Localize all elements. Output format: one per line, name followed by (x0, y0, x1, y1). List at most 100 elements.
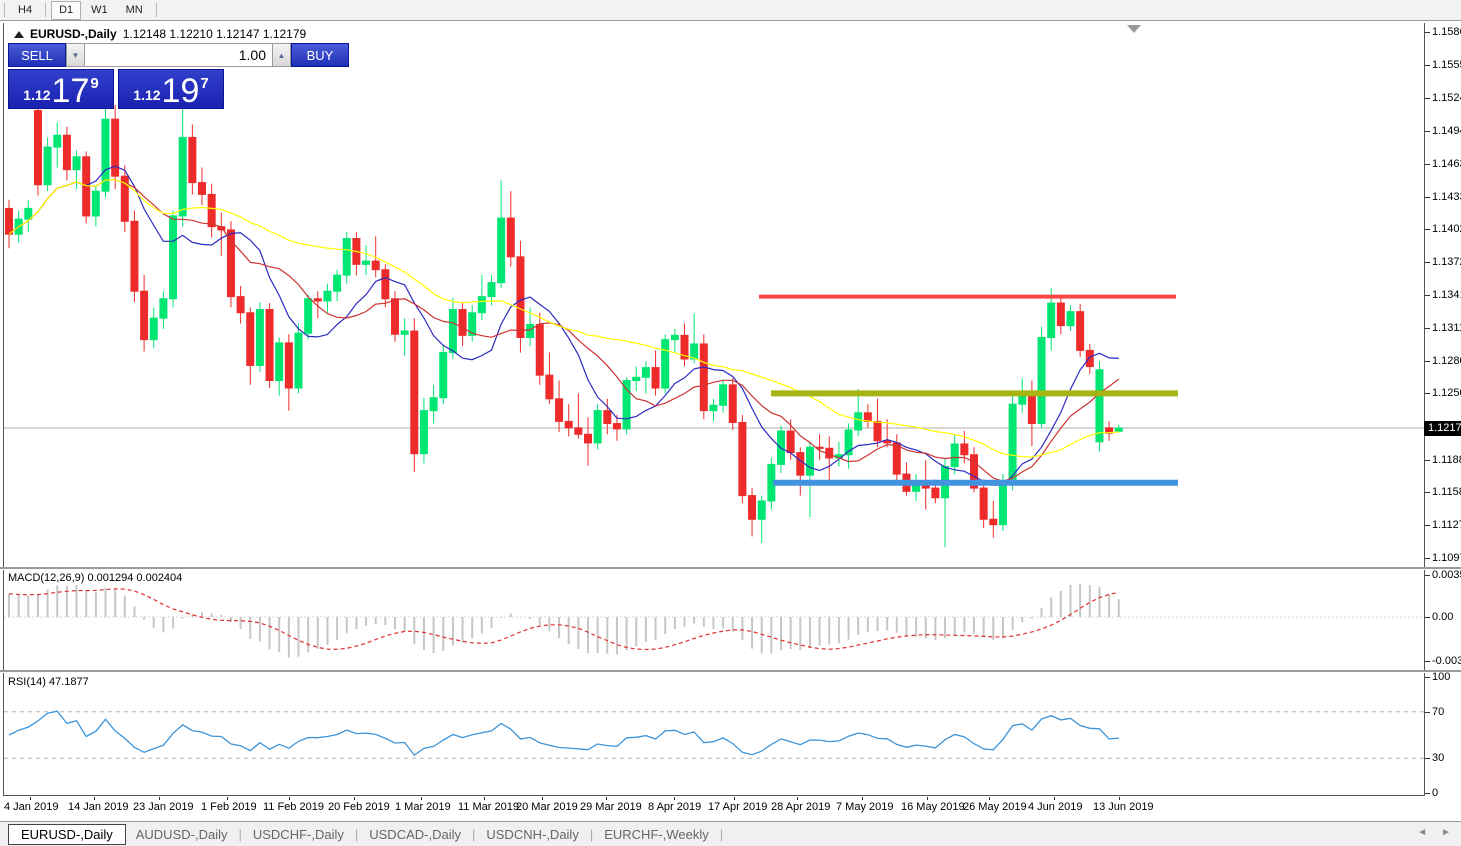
date-tick (734, 797, 735, 800)
date-tick (159, 797, 160, 800)
chart-tab-bar: EURUSD-,Daily AUDUSD-,Daily | USDCHF-,Daily… (0, 821, 1461, 846)
chart-tab-usdcnh[interactable]: USDCNH-,Daily (486, 827, 579, 842)
date-label: 4 Jan 2019 (4, 801, 59, 813)
price-axis-label-tick (1425, 164, 1430, 165)
date-tick (421, 797, 422, 800)
date-label: 16 May 2019 (901, 801, 965, 813)
chart-tab-usdcad[interactable]: USDCAD-,Daily (369, 827, 461, 842)
chart-tab-eurusd[interactable]: EURUSD-,Daily (8, 824, 126, 845)
chart-tab-eurchf[interactable]: EURCHF-,Weekly (604, 827, 709, 842)
ma-slow-line[interactable] (8, 179, 1119, 458)
date-label: 1 Feb 2019 (201, 801, 257, 813)
current-price-tag: 1.12179 (1424, 421, 1461, 436)
buy-price-pip: 7 (200, 75, 209, 92)
date-tick (1119, 797, 1120, 800)
price-axis-label-tick (1425, 65, 1430, 66)
price-axis-label-tick (1425, 229, 1430, 230)
macd-axis-label: -0.00367 (1432, 655, 1461, 667)
rsi-line (8, 710, 1119, 756)
buy-quote-panel[interactable]: 1.12 19 7 (118, 69, 224, 109)
price-axis-label: 1.14025 (1432, 223, 1461, 235)
date-tick (989, 797, 990, 800)
date-tick (354, 797, 355, 800)
date-tick (927, 797, 928, 800)
toolbar-separator (45, 3, 47, 17)
macd-axis-label-tick (1425, 661, 1430, 662)
sell-quote-panel[interactable]: 1.12 17 9 (8, 69, 114, 109)
buy-price-prefix: 1.12 (133, 87, 161, 103)
tab-separator: | (471, 827, 476, 842)
price-axis-label: 1.11885 (1432, 454, 1461, 466)
macd-axis-label: 0.003518 (1432, 569, 1461, 581)
date-label: 14 Jan 2019 (68, 801, 129, 813)
date-label: 29 Mar 2019 (580, 801, 642, 813)
macd-indicator-chart[interactable] (4, 569, 1424, 670)
tab-scroll-left-icon[interactable]: ◄ (1417, 827, 1428, 838)
price-axis-label: 1.11275 (1432, 519, 1461, 531)
ma-fast-line[interactable] (8, 165, 1119, 486)
chart-frame-bottom (3, 795, 1425, 796)
collapse-panel-icon[interactable] (14, 30, 24, 38)
date-label: 23 Jan 2019 (133, 801, 194, 813)
rsi-axis-label-tick (1425, 758, 1430, 759)
price-axis-label: 1.14940 (1432, 125, 1461, 137)
price-axis-label: 1.13110 (1432, 322, 1461, 334)
price-axis-label-tick (1425, 393, 1430, 394)
rsi-panel-divider[interactable] (0, 670, 1461, 673)
toolbar-separator (4, 3, 5, 17)
timeframe-button-h4[interactable]: H4 (18, 3, 33, 16)
timeframe-button-w1[interactable]: W1 (91, 3, 108, 16)
date-tick (30, 797, 31, 800)
chart-shift-marker-icon[interactable] (1127, 25, 1141, 33)
time-axis[interactable]: 4 Jan 2019 14 Jan 2019 23 Jan 2019 1 Feb 20… (3, 797, 1425, 817)
tab-scroll-right-icon[interactable]: ► (1441, 827, 1451, 838)
date-label: 1 Mar 2019 (395, 801, 451, 813)
macd-panel-divider[interactable] (0, 567, 1461, 570)
price-axis-label-tick (1425, 558, 1430, 559)
price-axis-label: 1.15245 (1432, 92, 1461, 104)
date-tick (674, 797, 675, 800)
chart-frame-left (3, 23, 4, 796)
date-tick (862, 797, 863, 800)
date-label: 11 Mar 2019 (458, 801, 519, 813)
buy-price-big: 19 (161, 72, 200, 110)
rsi-axis-label: 100 (1432, 671, 1451, 683)
buy-button[interactable]: BUY (291, 43, 349, 67)
date-label: 13 Jun 2019 (1093, 801, 1154, 813)
timeframe-button-mn[interactable]: MN (125, 3, 143, 16)
main-price-chart[interactable] (4, 24, 1424, 567)
price-axis-label-tick (1425, 32, 1430, 33)
date-label: 26 May 2019 (963, 801, 1027, 813)
chart-tab-usdchf[interactable]: USDCHF-,Daily (252, 827, 344, 842)
volume-decrease-button[interactable]: ▼ (66, 43, 85, 67)
price-axis-label: 1.15860 (1432, 26, 1461, 38)
price-axis-label-tick (1425, 525, 1430, 526)
symbol-name: EURUSD-,Daily (30, 27, 117, 41)
date-tick (94, 797, 95, 800)
rsi-indicator-chart[interactable] (4, 672, 1424, 795)
date-tick (289, 797, 290, 800)
timeframe-toolbar: H4 D1 W1 MN (0, 0, 1461, 21)
rsi-axis-label-tick (1425, 712, 1430, 713)
date-label: 4 Jun 2019 (1028, 801, 1083, 813)
price-axis-label-tick (1425, 460, 1430, 461)
timeframe-button-d1[interactable]: D1 (51, 0, 82, 20)
sell-price-prefix: 1.12 (23, 87, 51, 103)
volume-increase-button[interactable]: ▲ (272, 43, 291, 67)
rsi-label: RSI(14) 47.1877 (8, 676, 89, 688)
rsi-axis-label: 70 (1432, 706, 1445, 718)
ohlc-readout: 1.12148 1.12210 1.12147 1.12179 (122, 27, 307, 41)
price-axis-label-tick (1425, 262, 1430, 263)
chart-title: EURUSD-,Daily 1.12148 1.12210 1.12147 1.… (14, 27, 306, 41)
date-tick (227, 797, 228, 800)
chart-tab-audusd[interactable]: AUDUSD-,Daily (135, 827, 228, 842)
rsi-axis-label-tick (1425, 793, 1430, 794)
price-axis-label-tick (1425, 328, 1430, 329)
one-click-trading-panel: SELL ▼ ▲ BUY 1.12 17 9 1.12 19 7 (8, 43, 349, 109)
tab-separator: | (238, 827, 242, 842)
date-label: 8 Apr 2019 (648, 801, 702, 813)
volume-input[interactable] (85, 43, 272, 67)
macd-histogram (8, 584, 1120, 658)
sell-button[interactable]: SELL (8, 43, 66, 67)
